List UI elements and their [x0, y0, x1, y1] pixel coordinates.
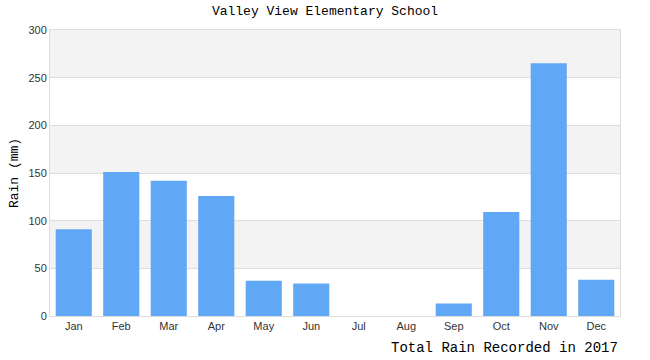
svg-text:Nov: Nov	[539, 320, 559, 332]
svg-text:Valley View Elementary School: Valley View Elementary School	[212, 4, 438, 19]
svg-text:Oct: Oct	[493, 320, 510, 332]
svg-text:Jan: Jan	[65, 320, 83, 332]
svg-text:200: 200	[28, 119, 46, 131]
svg-text:Jun: Jun	[302, 320, 320, 332]
svg-text:50: 50	[35, 262, 47, 274]
svg-text:250: 250	[28, 72, 46, 84]
svg-text:Mar: Mar	[159, 320, 178, 332]
svg-text:150: 150	[28, 167, 46, 179]
svg-text:Apr: Apr	[208, 320, 225, 332]
svg-text:Dec: Dec	[586, 320, 606, 332]
svg-text:Feb: Feb	[112, 320, 131, 332]
svg-text:0: 0	[41, 310, 47, 322]
svg-text:Rain (mm): Rain (mm)	[7, 138, 22, 208]
svg-text:100: 100	[28, 215, 46, 227]
svg-text:Sep: Sep	[444, 320, 464, 332]
svg-text:May: May	[253, 320, 274, 332]
svg-text:Jul: Jul	[352, 320, 366, 332]
svg-text:Total Rain Recorded in 2017: Total Rain Recorded in 2017	[391, 340, 618, 356]
svg-text:Aug: Aug	[396, 320, 416, 332]
svg-text:300: 300	[28, 24, 46, 36]
